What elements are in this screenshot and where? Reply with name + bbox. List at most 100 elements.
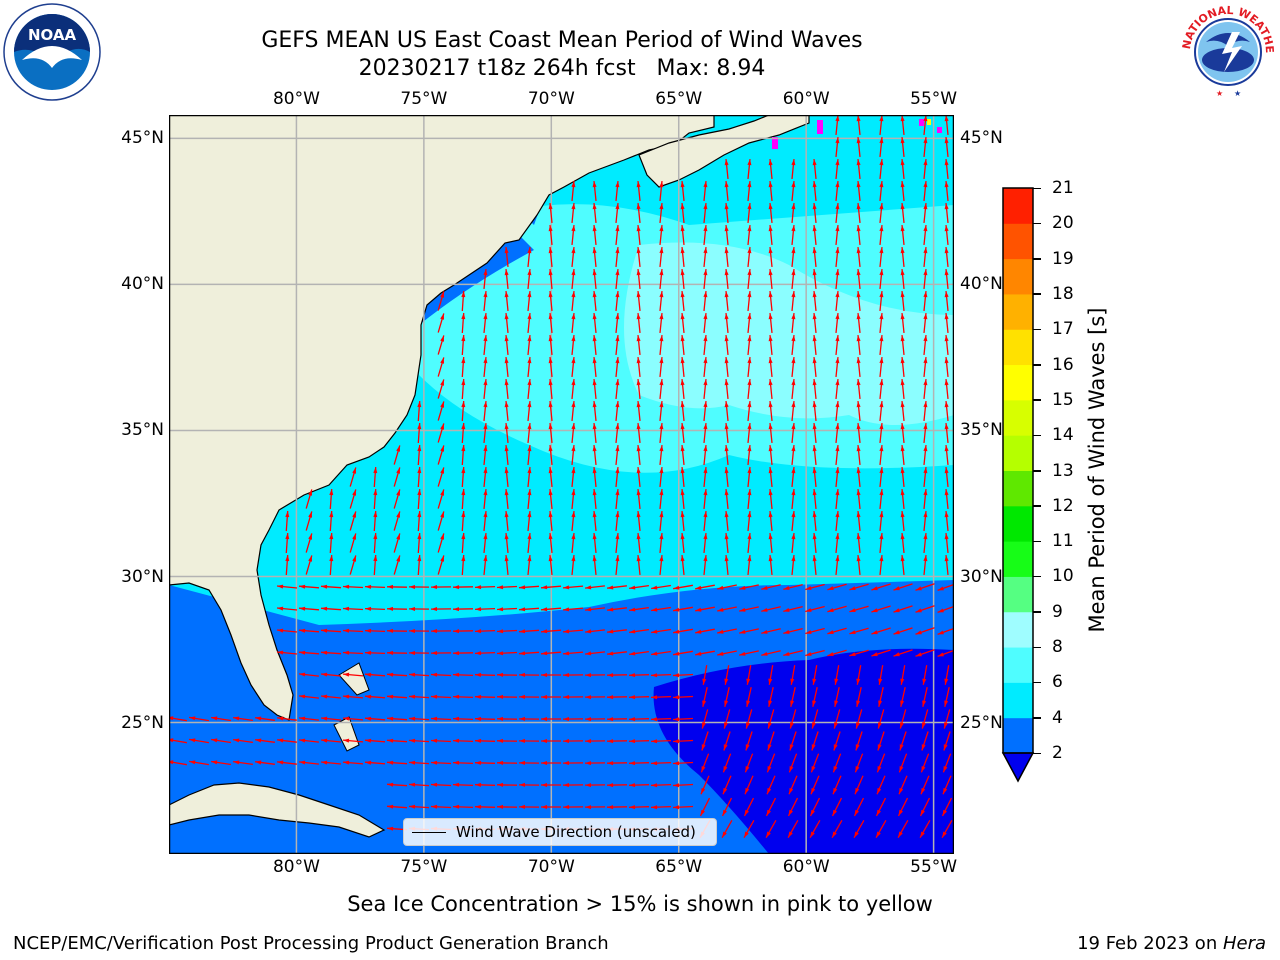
wave-direction-arrowhead — [629, 739, 636, 744]
wave-direction-arrowhead — [585, 761, 591, 766]
wave-direction-arrowhead — [343, 738, 350, 743]
wave-direction-arrowhead — [746, 722, 750, 729]
wave-direction-arrowhead — [475, 694, 482, 699]
wave-direction-arrowhead — [723, 744, 728, 751]
wave-direction-arrowhead — [695, 629, 702, 634]
wave-direction-arrowhead — [922, 700, 927, 707]
wave-direction-arrowhead — [659, 489, 664, 496]
wave-direction-arrowhead — [921, 766, 926, 773]
wave-direction-arrowhead — [789, 766, 794, 773]
wave-direction-arrowhead — [483, 533, 488, 540]
wave-direction-arrowhead — [607, 717, 614, 722]
colorbar-segment — [1003, 435, 1033, 471]
wave-direction-arrowhead — [673, 805, 680, 810]
wave-direction-arrowhead — [585, 739, 591, 744]
wave-direction-arrowhead — [343, 672, 350, 677]
wave-direction-arrowhead — [747, 533, 752, 540]
wave-direction-arrowhead — [636, 269, 641, 276]
wave-direction-arrowhead — [745, 744, 750, 751]
wave-direction-arrowhead — [541, 607, 548, 612]
wave-direction-arrowhead — [899, 744, 904, 751]
footer-host: Hera — [1222, 933, 1266, 954]
wave-direction-arrowhead — [461, 467, 466, 474]
wave-direction-arrowhead — [937, 608, 944, 613]
wave-direction-arrowhead — [527, 511, 532, 518]
wave-direction-arrowhead — [703, 291, 708, 298]
wave-direction-arrowhead — [541, 717, 547, 721]
wave-direction-arrowhead — [900, 700, 905, 707]
wave-direction-arrowhead — [747, 357, 752, 364]
wave-direction-arrowhead — [504, 379, 509, 386]
wave-direction-arrowhead — [343, 584, 350, 589]
wave-direction-arrowhead — [835, 511, 840, 518]
wave-direction-arrowhead — [695, 585, 702, 590]
wave-direction-arrowhead — [352, 467, 356, 474]
wave-direction-arrowhead — [585, 673, 591, 678]
wave-direction-arrowhead — [387, 760, 394, 765]
wave-direction-arrowhead — [768, 335, 773, 342]
wave-direction-arrowhead — [768, 247, 773, 254]
wave-direction-arrowhead — [417, 489, 422, 496]
wave-direction-arrowhead — [497, 585, 504, 590]
wave-direction-arrowhead — [321, 650, 328, 655]
wave-direction-arrowhead — [747, 555, 752, 562]
wave-direction-arrowhead — [548, 313, 553, 320]
wave-direction-arrowhead — [673, 651, 680, 656]
wave-direction-arrowhead — [659, 269, 664, 276]
wave-direction-arrowhead — [812, 555, 817, 562]
wave-direction-arrowhead — [703, 181, 708, 188]
wave-direction-arrowhead — [519, 651, 526, 656]
wave-direction-arrowhead — [871, 630, 878, 635]
wave-direction-arrowhead — [923, 137, 928, 144]
wave-direction-arrowhead — [680, 335, 685, 342]
wave-direction-arrowhead — [854, 809, 859, 816]
wave-direction-arrowhead — [879, 225, 884, 232]
wave-direction-arrowhead — [440, 533, 444, 540]
wave-direction-arrowhead — [483, 511, 488, 518]
wave-direction-arrowhead — [812, 678, 817, 685]
wave-direction-arrowhead — [766, 831, 771, 838]
wave-direction-arrowhead — [856, 445, 861, 452]
wave-direction-arrowhead — [651, 651, 658, 656]
wave-direction-arrowhead — [768, 401, 773, 408]
wave-direction-arrowhead — [453, 716, 460, 721]
wave-direction-arrowhead — [849, 586, 856, 590]
wave-direction-arrowhead — [563, 783, 569, 787]
wave-direction-arrowhead — [900, 678, 905, 685]
wave-direction-arrowhead — [832, 831, 837, 838]
wave-direction-arrowhead — [483, 379, 488, 386]
wave-direction-arrowhead — [856, 533, 861, 540]
wave-direction-arrowhead — [615, 203, 620, 210]
wave-direction-arrowhead — [440, 313, 444, 320]
wave-direction-arrowhead — [856, 511, 861, 518]
wave-direction-arrowhead — [835, 467, 840, 474]
wave-direction-arrowhead — [724, 700, 729, 707]
wave-direction-arrowhead — [810, 831, 815, 838]
colorbar-segment — [1003, 293, 1033, 330]
wave-direction-arrowhead — [898, 809, 903, 816]
wave-direction-arrowhead — [812, 313, 817, 320]
wave-direction-arrowhead — [483, 467, 488, 474]
wave-direction-arrowhead — [673, 739, 680, 744]
wave-direction-arrowhead — [879, 489, 884, 496]
wave-direction-arrowhead — [387, 782, 394, 787]
wave-direction-arrowhead — [387, 628, 393, 633]
wave-direction-arrowhead — [944, 700, 949, 707]
wave-direction-arrowhead — [856, 137, 861, 144]
wave-direction-arrowhead — [409, 738, 416, 743]
wave-direction-arrowhead — [923, 313, 928, 320]
wave-direction-arrowhead — [791, 203, 796, 210]
wave-direction-arrowhead — [321, 606, 328, 611]
wave-direction-arrowhead — [497, 651, 504, 656]
wave-direction-arrowhead — [651, 761, 658, 766]
wave-direction-arrowhead — [871, 586, 878, 591]
wave-direction-arrowhead — [607, 585, 614, 590]
wave-direction-arrowhead — [651, 673, 658, 678]
wave-direction-arrowhead — [483, 357, 488, 364]
lon-label-top: 55°W — [910, 89, 958, 109]
wave-direction-arrowhead — [659, 247, 664, 254]
wave-direction-arrowhead — [944, 335, 949, 342]
wave-direction-arrowhead — [308, 555, 312, 562]
colorbar-segment — [1003, 188, 1033, 224]
wave-direction-arrowhead — [923, 555, 928, 562]
